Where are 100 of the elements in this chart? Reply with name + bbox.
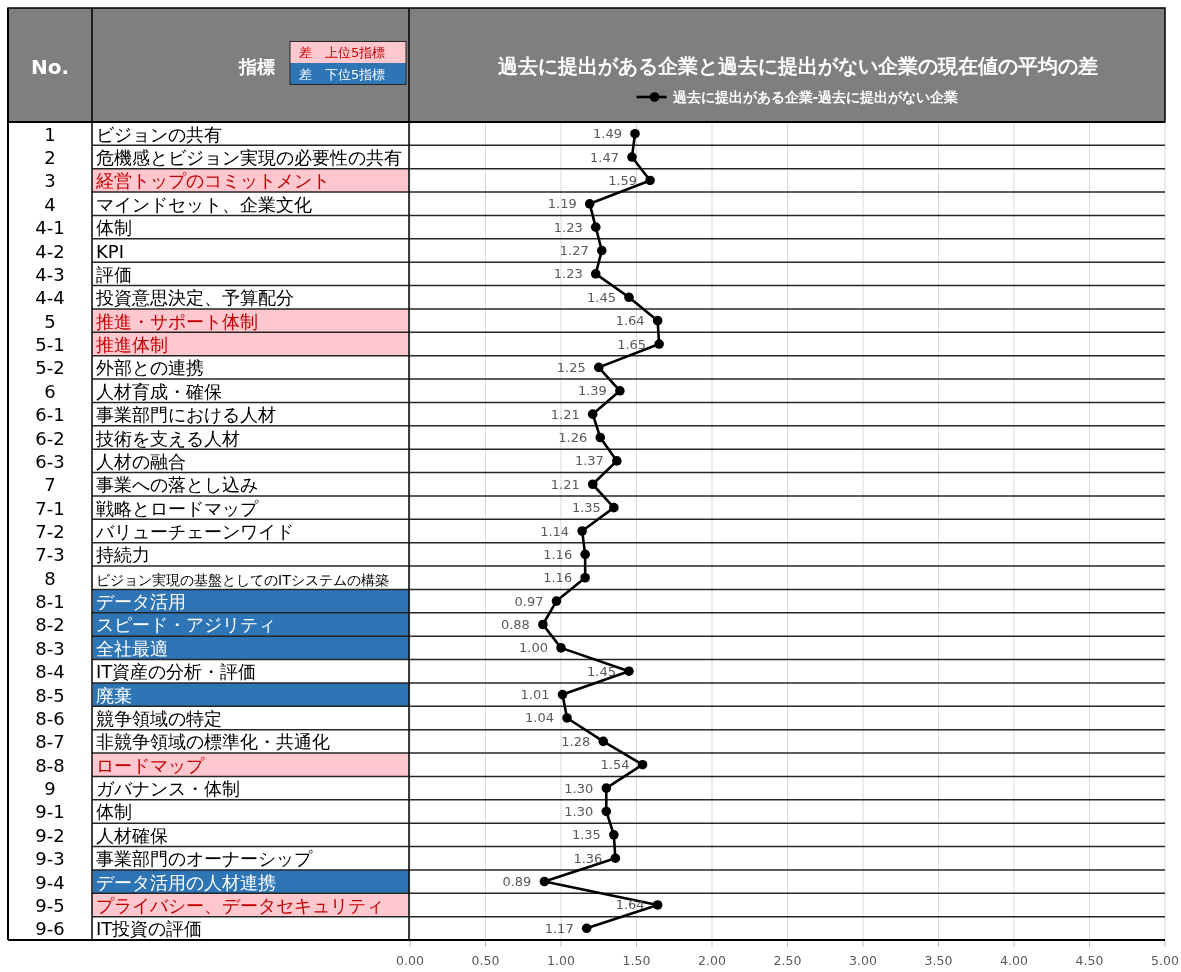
y2-tick-label: 9 — [44, 778, 56, 800]
data-label: 1.45 — [587, 663, 616, 679]
point — [609, 502, 619, 513]
y2-tick-label: 4-4 — [35, 287, 65, 309]
data-label: 0.89 — [502, 874, 532, 890]
y2-tick-label: 9-1 — [35, 801, 65, 823]
point — [556, 643, 566, 653]
point — [627, 152, 637, 162]
point — [609, 830, 619, 840]
point — [539, 876, 550, 887]
y2-tick-label: 8-2 — [35, 614, 65, 636]
data-label: 1.37 — [574, 453, 604, 469]
y-tick-label: 非競争領域の標準化・共通化 — [96, 731, 330, 753]
y2-axis-title: No. — [30, 55, 70, 79]
y-tick-label: 全社最適 — [96, 637, 168, 659]
point — [615, 385, 625, 396]
data-label: 1.54 — [600, 757, 630, 773]
y-tick-label: プライバシー、データセキュリティ — [96, 894, 384, 916]
y2-tick-label: 7 — [44, 474, 56, 496]
data-label: 1.65 — [617, 336, 647, 352]
y-tick-label: KPI — [96, 240, 124, 262]
data-label: 1.59 — [608, 172, 638, 188]
y-tick-label: 競争領域の特定 — [96, 707, 222, 729]
x-tick-label: 0.00 — [396, 953, 424, 968]
x-tick-label: 4.50 — [1075, 953, 1104, 968]
point — [538, 619, 548, 630]
data-label: 1.16 — [543, 570, 573, 586]
y-tick-label: IT資産の分析・評価 — [96, 661, 257, 683]
y2-tick-label: 8-7 — [35, 731, 65, 753]
y2-tick-label: 6-3 — [35, 450, 65, 472]
point — [612, 456, 622, 466]
y2-tick-label: 9-2 — [35, 824, 65, 846]
y-tick-label: スピード・アジリティ — [96, 614, 276, 636]
legend-label: 過去に提出がある企業-過去に提出がない企業 — [671, 89, 959, 105]
y2-tick-label: 6-2 — [35, 427, 65, 449]
y-tick-label: 評価 — [96, 263, 132, 285]
data-label: 1.64 — [615, 313, 645, 329]
y-tick-label: 人材確保 — [96, 824, 168, 846]
y-tick-label: 廃棄 — [96, 684, 132, 706]
y-tick-label: 人材育成・確保 — [96, 380, 222, 402]
point — [630, 128, 640, 139]
point — [551, 596, 562, 606]
y2-tick-label: 4-1 — [35, 217, 65, 239]
data-label: 0.88 — [500, 616, 530, 632]
point — [580, 572, 590, 583]
point — [584, 199, 595, 209]
point — [590, 269, 601, 279]
y-tick-label: データ活用の人材連携 — [96, 871, 276, 893]
y2-tick-label: 8-4 — [35, 661, 65, 683]
y-tick-label: 人材の融合 — [96, 450, 186, 472]
y-tick-label: ガバナンス・体制 — [96, 778, 240, 800]
data-label: 1.01 — [520, 687, 550, 703]
point — [593, 362, 604, 373]
y-tick-label: 体制 — [96, 217, 132, 239]
data-label: 1.30 — [564, 780, 594, 796]
y-tick-label: バリューチェーンワイド — [95, 521, 294, 542]
y2-tick-label: 4-3 — [35, 263, 65, 285]
x-tick-label: 4.00 — [1000, 953, 1028, 968]
y-tick-label: ビジョン実現の基盤としてのITシステムの構築 — [96, 571, 389, 588]
y-tick-label: 戦略とロードマップ — [96, 497, 259, 519]
y2-tick-label: 4 — [44, 193, 56, 215]
y2-tick-label: 7-1 — [35, 497, 65, 519]
y2-tick-label: 7-2 — [35, 521, 65, 542]
point — [587, 409, 598, 419]
y2-tick-label: 8-1 — [35, 591, 65, 613]
point — [652, 315, 663, 326]
data-label: 0.97 — [514, 593, 544, 609]
point — [595, 432, 606, 443]
x-tick-label: 5.00 — [1151, 953, 1179, 968]
y2-tick-label: 8-5 — [35, 684, 65, 706]
y-tick-label: データ活用 — [96, 591, 186, 613]
text: 差 下位5指標 — [299, 66, 386, 82]
y-tick-label: 事業への落とし込み — [96, 474, 258, 496]
y-axis-title: 指標 — [238, 56, 275, 77]
point — [590, 222, 601, 232]
y-tick-label: 推進体制 — [96, 334, 168, 356]
y-tick-label: ロードマップ — [96, 754, 205, 776]
data-label: 1.35 — [571, 827, 601, 843]
y2-tick-label: 2 — [44, 147, 56, 169]
data-label: 1.36 — [573, 850, 603, 866]
y2-tick-label: 6-1 — [35, 404, 65, 426]
point — [577, 526, 587, 536]
point — [557, 689, 568, 700]
x-tick-label: 1.00 — [547, 953, 575, 968]
point — [654, 339, 664, 349]
chart-title: 過去に提出がある企業と過去に提出がない企業の現在値の平均の差 — [496, 54, 1098, 78]
data-label: 1.23 — [553, 266, 583, 282]
y2-tick-label: 8-6 — [35, 707, 65, 729]
y2-tick-label: 5 — [44, 310, 56, 332]
y2-tick-label: 9-6 — [35, 918, 65, 940]
data-label: 1.30 — [564, 803, 594, 819]
y2-tick-label: 1 — [44, 123, 56, 145]
point — [652, 900, 663, 910]
data-label: 1.04 — [525, 710, 555, 726]
y-tick-label: 危機感とビジョン実現の必要性の共有 — [96, 147, 402, 169]
y-tick-label: マインドセット、企業文化 — [96, 193, 312, 215]
y-tick-label: 推進・サポート体制 — [96, 310, 258, 332]
y2-tick-label: 8-8 — [35, 754, 65, 776]
data-label: 1.47 — [590, 149, 619, 165]
y2-tick-label: 8 — [44, 567, 56, 589]
